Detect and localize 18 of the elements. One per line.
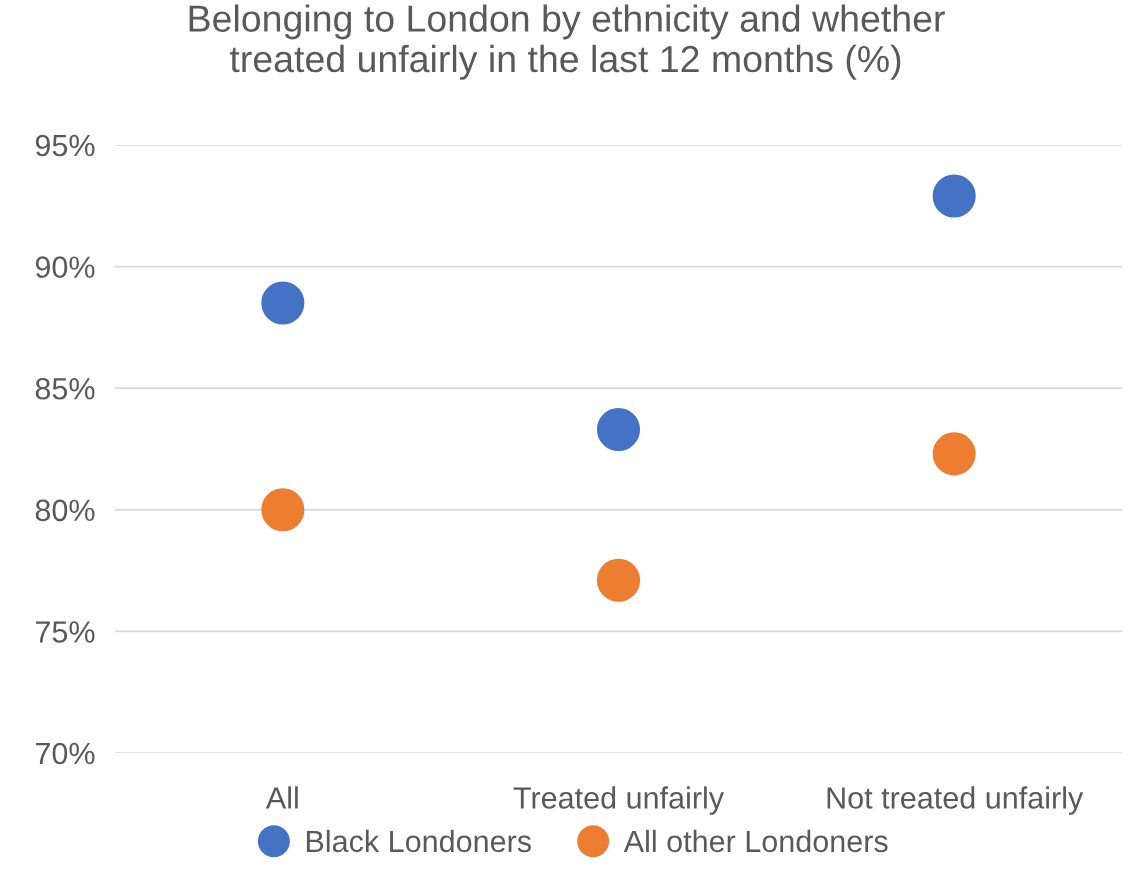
x-tick-label: Treated unfairly [513,786,725,815]
y-tick-label: 75% [35,621,95,643]
x-tick-label: All [265,786,298,809]
point [261,281,305,325]
x-tick-label: Not treated unfairly [827,786,1084,815]
legend-label: Black Londoners [306,829,531,853]
y-tick-label: 80% [35,499,95,522]
chart-title: Belonging to London by ethnicity and whether treated unfairly in the last 12 months (%) [189,4,945,80]
y-tick-label: 85% [35,377,95,400]
point [596,558,641,602]
y-tick-label: 70% [35,742,95,765]
point [596,408,641,452]
point [932,174,976,218]
point [261,488,305,532]
point [932,432,976,476]
y-tick-label: 95% [35,134,95,157]
legend-label: All other Londoners [623,829,888,853]
y-tick-label: 90% [35,256,95,278]
